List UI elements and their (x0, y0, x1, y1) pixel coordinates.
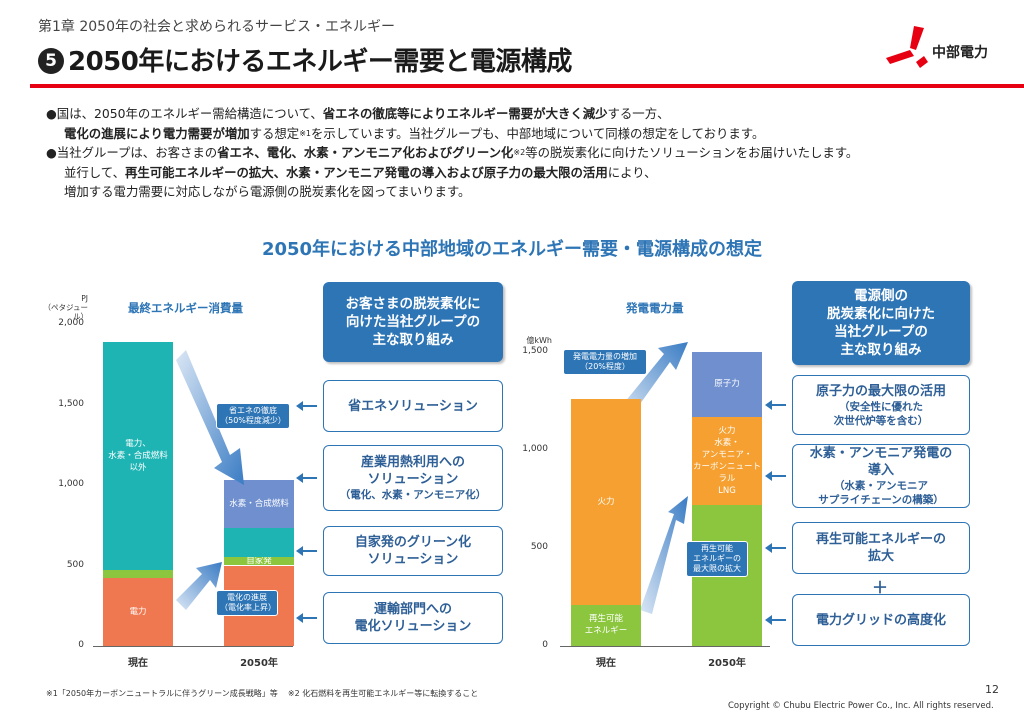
left-panel-arrow (302, 550, 317, 552)
right-bar-segment: 再生可能 エネルギー (571, 604, 641, 646)
left-panel-arrowhead-icon (296, 546, 303, 556)
right-panel-arrow (771, 619, 786, 621)
left-y-tick: 500 (66, 559, 84, 570)
right-panel-item-box: 再生可能エネルギーの 拡大 (792, 522, 970, 574)
annotation-electrification: 電化の進展 （電化率上昇） (216, 590, 278, 616)
right-panel-item-box: 水素・アンモニア発電の 導入 （水素・アンモニア サプライチェーンの構築） (792, 444, 970, 508)
right-panel-arrowhead-icon (765, 615, 772, 625)
bullet-line: ●当社グループは、お客さまの省エネ、電化、水素・アンモニア化およびグリーン化※2… (46, 145, 859, 160)
right-x-label-2050: 2050年 (708, 658, 746, 669)
right-bar-segment: 火力 水素・ アンモニア・ カーボンニュートラル LNG (692, 416, 762, 505)
left-panel-item-box: 産業用熱利用への ソリューション （電化、水素・アンモニア化） (323, 445, 503, 511)
footnotes: ※1「2050年カーボンニュートラルに伴うグリーン成長戦略」等 ※2 化石燃料を… (46, 689, 479, 698)
right-panel-item-box: 原子力の最大限の活用 （安全性に優れた 次世代炉等を含む） (792, 375, 970, 435)
right-panel-arrow (771, 547, 786, 549)
left-panel-arrow (302, 617, 317, 619)
page-number: 12 (985, 683, 999, 696)
company-logo-text: 中部電力 (932, 45, 988, 61)
copyright: Copyright © Chubu Electric Power Co., In… (728, 701, 994, 711)
left-panel-item-box: 運輸部門への 電化ソリューション (323, 592, 503, 644)
bullet-line: 並行して、再生可能エネルギーの拡大、水素・アンモニア発電の導入および原子力の最大… (64, 164, 657, 180)
right-panel-arrowhead-icon (765, 543, 772, 553)
right-y-tick: 0 (542, 640, 548, 650)
left-panel-item-box: 自家発のグリーン化 ソリューション (323, 526, 503, 576)
right-bar-segment: 原子力 (692, 352, 762, 417)
left-panel-item-box: 省エネソリューション (323, 380, 503, 432)
right-panel-header: 電源側の 脱炭素化に向けた 当社グループの 主な取り組み (792, 281, 970, 365)
left-chart-unit: PJ （ペタジュール） (43, 294, 88, 321)
right-panel-arrowhead-icon (765, 471, 772, 481)
bullet-line: 電化の進展により電力需要が増加する想定※1を示しています。当社グループも、中部地… (64, 125, 765, 141)
left-y-tick: 1,000 (58, 479, 84, 489)
right-y-tick: 500 (530, 542, 548, 552)
left-chart-title: 最終エネルギー消費量 (128, 301, 243, 315)
section-title: 2050年における中部地域のエネルギー需要・電源構成の想定 (261, 239, 763, 260)
left-x-label-2050: 2050年 (240, 658, 278, 669)
left-bar-segment (224, 528, 294, 558)
company-logo-icon (886, 26, 928, 68)
left-bar-segment: 電力 (103, 578, 173, 646)
right-renewable-arrow (640, 496, 688, 614)
right-panel-arrow (771, 404, 786, 406)
left-x-label-now: 現在 (128, 658, 148, 669)
left-chart-x-axis (93, 646, 293, 647)
plus-sign: ＋ (872, 578, 889, 597)
left-panel-arrow (302, 477, 317, 479)
left-panel-header: お客さまの脱炭素化に 向けた当社グループの 主な取り組み (323, 282, 503, 362)
left-bar-segment (103, 570, 173, 579)
right-chart-title: 発電電力量 (626, 301, 684, 315)
title-underline (30, 84, 1024, 88)
left-panel-arrowhead-icon (296, 473, 303, 483)
right-panel-arrowhead-icon (765, 400, 772, 410)
left-y-tick: 2,000 (58, 318, 84, 328)
right-y-tick: 1,500 (522, 346, 548, 356)
right-chart-unit: 億kWh (526, 336, 552, 345)
left-bar-segment: 水素・合成燃料 (224, 480, 294, 529)
left-panel-arrowhead-icon (296, 401, 303, 411)
left-bar-segment: 電力、 水素・合成燃料 以外 (103, 341, 173, 571)
bullet-line: 増加する電力需要に対応しながら電源側の脱炭素化を図ってまいります。 (64, 184, 471, 199)
annotation-energy-saving: 省エネの徹底 （50%程度減少） (216, 403, 290, 429)
left-panel-arrow (302, 405, 317, 407)
chapter-heading: 第1章 2050年の社会と求められるサービス・エネルギー (38, 19, 395, 35)
page-title: 2050年におけるエネルギー需要と電源構成 (68, 47, 572, 77)
right-panel-item-box: 電力グリッドの高度化 (792, 594, 970, 646)
annotation-generation-increase: 発電電力量の増加 （20%程度） (563, 349, 647, 375)
intro-bullets: ●国は、2050年のエネルギー需給構造について、省エネの徹底等によりエネルギー需… (46, 104, 1016, 202)
left-bar-segment: 自家発 (224, 556, 294, 566)
section-number-badge: 5 (38, 48, 64, 74)
bullet-line: ●国は、2050年のエネルギー需給構造について、省エネの徹底等によりエネルギー需… (46, 106, 670, 121)
right-panel-arrow (771, 475, 786, 477)
right-bar-segment: 火力 (571, 399, 641, 605)
right-x-label-now: 現在 (596, 658, 616, 669)
right-chart-x-axis (560, 646, 770, 647)
left-y-tick: 1,500 (58, 398, 84, 409)
left-panel-arrowhead-icon (296, 613, 303, 623)
annotation-renewable-expansion: 再生可能 エネルギーの 最大限の拡大 (686, 541, 748, 577)
right-y-tick: 1,000 (522, 444, 548, 454)
left-y-tick: 0 (78, 640, 84, 650)
